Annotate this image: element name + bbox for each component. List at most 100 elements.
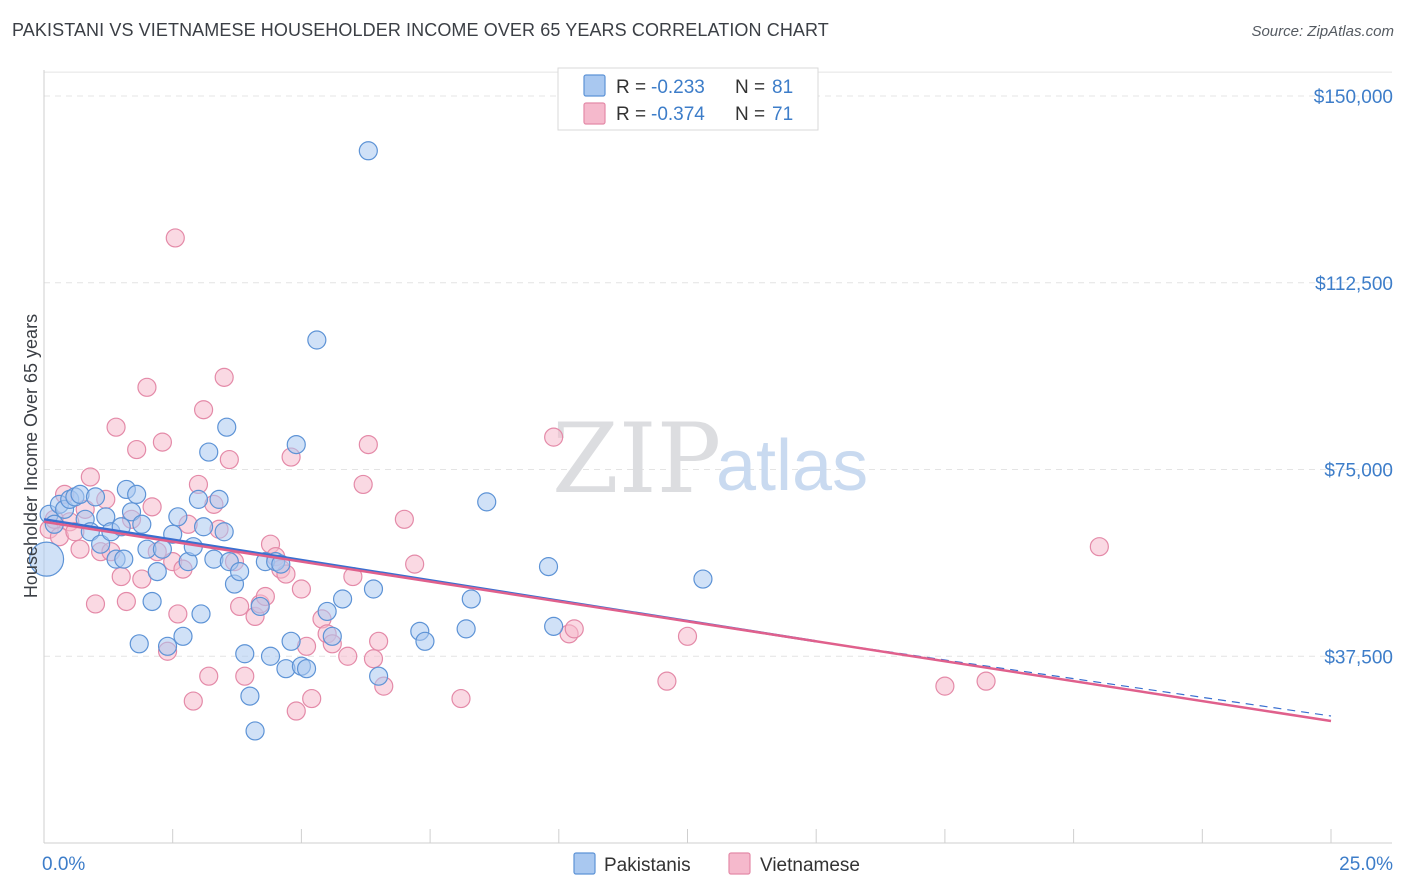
vietnamese-point <box>193 400 214 420</box>
pakistani-point <box>132 514 152 534</box>
x-tick-label: 25.0% <box>1339 854 1393 875</box>
vietnamese-point <box>137 377 157 397</box>
pakistani-point <box>358 141 378 161</box>
watermark-zip: ZIP <box>552 403 721 515</box>
pakistani-point <box>538 557 559 577</box>
legend-vietnamese-label[interactable]: Vietnamese <box>760 855 860 876</box>
pakistani-point <box>173 626 193 646</box>
pakistani-point <box>230 561 250 582</box>
chart-title: PAKISTANI VS VIETNAMESE HOUSEHOLDER INCO… <box>12 20 829 40</box>
vietnamese-point <box>70 539 90 559</box>
pakistani-point <box>544 616 564 636</box>
pakistani-point <box>281 631 301 651</box>
pakistani-point <box>214 522 234 542</box>
vietnamese-point <box>677 626 698 646</box>
pakistani-point <box>296 659 317 679</box>
legend-n-label: N = <box>735 104 770 125</box>
y-tick-label: $112,500 <box>1315 274 1393 295</box>
vietnamese-point <box>338 646 358 666</box>
pakistani-point <box>260 646 281 666</box>
y-axis-title: Householder Income Over 65 years <box>21 314 41 598</box>
legend-r-value: -0.374 <box>651 104 705 125</box>
vietnamese-point <box>165 228 185 248</box>
vietnamese-point <box>127 439 147 460</box>
chart-source: Source: ZipAtlas.com <box>1251 23 1394 40</box>
legend-vietnamese-swatch[interactable] <box>728 852 751 875</box>
y-tick-label: $37,500 <box>1324 647 1393 668</box>
vietnamese-point <box>132 569 152 589</box>
vietnamese-point <box>935 676 955 696</box>
legend-r-value: -0.233 <box>651 77 705 98</box>
vietnamese-point <box>363 649 384 669</box>
vietnamese-point <box>405 554 425 574</box>
legend-n-value: 71 <box>772 104 793 125</box>
x-tick-label: 0.0% <box>42 854 85 875</box>
pakistani-point <box>477 492 497 512</box>
pakistani-point <box>322 626 342 646</box>
pakistani-point <box>142 591 162 612</box>
series-legend: Pakistanis Vietnamese <box>573 852 860 876</box>
legend-n-value: 81 <box>772 77 793 98</box>
legend-pakistanis-label[interactable]: Pakistanis <box>604 855 691 876</box>
vietnamese-point <box>80 467 100 487</box>
pakistani-point <box>91 534 111 554</box>
y-tick-label: $150,000 <box>1314 87 1393 108</box>
vietnamese-point <box>85 594 106 614</box>
vietnamese-point <box>183 691 203 711</box>
vietnamese-point <box>235 666 255 686</box>
vietnamese-swatch <box>583 102 606 125</box>
points-layer <box>28 141 1109 741</box>
pakistani-point <box>456 619 476 639</box>
pakistani-point <box>332 589 353 609</box>
pakistani-point <box>217 417 237 437</box>
pakistani-point <box>85 487 106 507</box>
vietnamese-point <box>286 701 306 721</box>
y-tick-label: $75,000 <box>1324 461 1393 482</box>
vietnamese-point <box>199 666 219 686</box>
vietnamese-point <box>1089 537 1109 557</box>
vietnamese-point <box>657 671 677 691</box>
pakistani-point <box>188 489 209 509</box>
vietnamese-point <box>353 474 373 495</box>
pakistani-point <box>693 569 713 589</box>
pakistani-point <box>307 330 327 350</box>
vietnamese-point <box>564 619 584 639</box>
vietnamese-trend-line <box>43 520 1332 723</box>
pakistani-point <box>250 596 270 617</box>
pakistani-point <box>127 484 147 504</box>
vietnamese-point <box>451 688 471 709</box>
vietnamese-point <box>106 417 126 437</box>
pakistani-point <box>363 579 384 599</box>
pakistani-point <box>114 549 134 569</box>
vietnamese-point <box>152 432 173 452</box>
pakistani-point <box>286 435 306 455</box>
vietnamese-point <box>369 631 389 651</box>
vietnamese-point <box>302 688 322 709</box>
pakistani-point <box>121 502 142 522</box>
pakistani-point <box>317 601 337 622</box>
vietnamese-point <box>291 579 311 599</box>
legend-r-label: R = <box>616 104 651 125</box>
legend-r-label: R = <box>616 77 651 98</box>
vietnamese-point <box>358 435 378 455</box>
pakistani-point <box>191 604 211 624</box>
vietnamese-point <box>116 591 136 612</box>
axes-layer: $37,500 $75,000 $112,500 $150,000 0.0% 25.0% <box>42 70 1393 875</box>
watermark-atlas: atlas <box>716 426 868 506</box>
stats-legend: R = -0.233 N = 81 R = -0.374 N = 71 <box>557 67 819 131</box>
vietnamese-point <box>142 497 162 517</box>
legend-pakistanis-swatch[interactable] <box>573 852 596 875</box>
pakistani-point <box>193 517 214 537</box>
pakistani-point <box>129 634 149 654</box>
pakistani-point <box>168 507 188 527</box>
pakistani-point <box>369 666 389 686</box>
pakistani-point <box>245 721 265 741</box>
pakistani-point <box>157 636 178 656</box>
pakistani-point <box>199 442 219 462</box>
vietnamese-point <box>111 566 131 587</box>
vietnamese-point <box>394 509 414 529</box>
vietnamese-point <box>168 604 188 624</box>
pakistani-point <box>209 489 229 509</box>
vietnamese-point <box>219 449 239 470</box>
